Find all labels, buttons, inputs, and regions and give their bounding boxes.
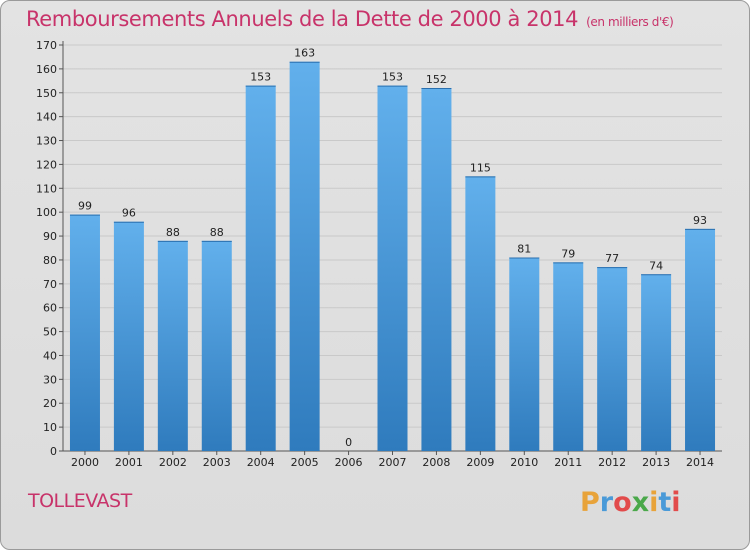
bar-2002 bbox=[157, 240, 188, 451]
logo-letter: r bbox=[599, 487, 614, 518]
y-tick-label: 80 bbox=[43, 254, 57, 267]
bar-2010 bbox=[509, 257, 540, 451]
y-tick-label: 90 bbox=[43, 230, 57, 243]
x-tick-label-2000: 2000 bbox=[71, 456, 99, 469]
y-tick-label: 140 bbox=[36, 111, 57, 124]
logo-letter: x bbox=[631, 487, 650, 518]
bar-2000 bbox=[69, 214, 100, 451]
labels: 99 2000 96 2001 88 2002 88 2003 153 2004 163 2005 0 2… bbox=[71, 47, 714, 469]
data-label-2008: 152 bbox=[426, 73, 447, 86]
proxiti-logo: Proxiti bbox=[580, 487, 681, 518]
data-label-2002: 88 bbox=[166, 226, 180, 239]
y-tick-label: 150 bbox=[36, 87, 57, 100]
data-label-2007: 153 bbox=[382, 71, 403, 84]
data-label-2005: 163 bbox=[294, 47, 315, 60]
x-tick-label-2012: 2012 bbox=[598, 456, 626, 469]
y-tick-label: 120 bbox=[36, 158, 57, 171]
title-text: Remboursements Annuels de la Dette de 20… bbox=[26, 7, 579, 31]
bars bbox=[69, 61, 716, 452]
bar-2013 bbox=[641, 274, 672, 451]
town-name: TOLLEVAST bbox=[28, 490, 132, 512]
x-tick-label-2013: 2013 bbox=[642, 456, 670, 469]
bar-2012 bbox=[597, 267, 628, 451]
x-tick-label-2009: 2009 bbox=[466, 456, 494, 469]
bar-2014 bbox=[685, 228, 716, 451]
x-tick-label-2007: 2007 bbox=[379, 456, 407, 469]
logo-letter: P bbox=[580, 487, 600, 518]
y-tick-label: 30 bbox=[43, 373, 57, 386]
data-label-2001: 96 bbox=[122, 207, 136, 220]
logo-letter: i bbox=[671, 487, 681, 518]
logo-letter: t bbox=[658, 487, 672, 518]
data-label-2006: 0 bbox=[345, 436, 352, 449]
x-tick-label-2005: 2005 bbox=[291, 456, 319, 469]
bar-2008 bbox=[421, 87, 452, 452]
x-tick-label-2010: 2010 bbox=[510, 456, 538, 469]
y-tick-label: 50 bbox=[43, 326, 57, 339]
y-tick-label: 60 bbox=[43, 302, 57, 315]
y-tick-label: 10 bbox=[43, 421, 57, 434]
x-tick-label-2014: 2014 bbox=[686, 456, 714, 469]
x-tick-label-2004: 2004 bbox=[247, 456, 275, 469]
y-tick-label: 160 bbox=[36, 63, 57, 76]
y-tick-label: 40 bbox=[43, 349, 57, 362]
logo-letter: i bbox=[649, 487, 659, 518]
axes: 0 10 20 30 40 50 60 70 80 90 100 110 120 130 140 150 160… bbox=[36, 39, 722, 458]
data-label-2013: 74 bbox=[649, 259, 663, 272]
data-label-2009: 115 bbox=[470, 161, 491, 174]
y-tick-label: 20 bbox=[43, 397, 57, 410]
y-tick-label: 170 bbox=[36, 39, 57, 52]
y-tick-label: 100 bbox=[36, 206, 57, 219]
data-label-2011: 79 bbox=[561, 247, 575, 260]
x-tick-label-2002: 2002 bbox=[159, 456, 187, 469]
bar-2001 bbox=[113, 221, 144, 451]
data-label-2010: 81 bbox=[517, 243, 531, 256]
chart-title: Remboursements Annuels de la Dette de 20… bbox=[26, 7, 674, 31]
y-tick-label: 130 bbox=[36, 135, 57, 148]
x-tick-label-2001: 2001 bbox=[115, 456, 143, 469]
y-tick-label: 0 bbox=[50, 445, 57, 458]
x-tick-label-2003: 2003 bbox=[203, 456, 231, 469]
data-label-2003: 88 bbox=[210, 226, 224, 239]
bar-2005 bbox=[289, 61, 320, 451]
x-tick-label-2006: 2006 bbox=[335, 456, 363, 469]
chart-subtitle: (en milliers d'€) bbox=[586, 15, 674, 29]
y-tick-label: 110 bbox=[36, 182, 57, 195]
bar-2004 bbox=[245, 85, 276, 451]
data-label-2014: 93 bbox=[693, 214, 707, 227]
x-tick-label-2008: 2008 bbox=[422, 456, 450, 469]
bar-2011 bbox=[553, 262, 584, 451]
bar-2003 bbox=[201, 240, 232, 451]
bar-2007 bbox=[377, 85, 408, 451]
x-tick-label-2011: 2011 bbox=[554, 456, 582, 469]
data-label-2012: 77 bbox=[605, 252, 619, 265]
data-label-2004: 153 bbox=[250, 71, 271, 84]
logo-letter: o bbox=[613, 487, 632, 518]
y-tick-label: 70 bbox=[43, 278, 57, 291]
data-label-2000: 99 bbox=[78, 200, 92, 213]
bar-2009 bbox=[465, 176, 496, 451]
